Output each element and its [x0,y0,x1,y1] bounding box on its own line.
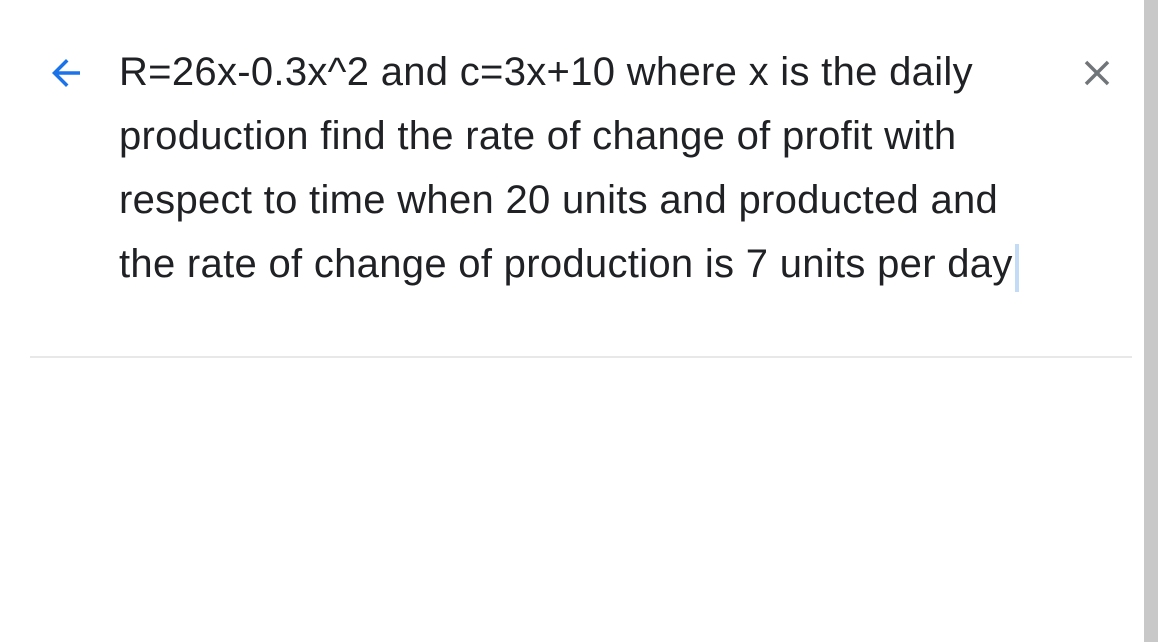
back-arrow-icon[interactable] [45,52,87,99]
divider [30,356,1132,358]
search-bar: R=26x-0.3x^2 and c=3x+10 where x is the … [0,0,1158,356]
search-query-text: R=26x-0.3x^2 and c=3x+10 where x is the … [119,50,1013,286]
clear-search-icon[interactable] [1076,52,1118,99]
search-input[interactable]: R=26x-0.3x^2 and c=3x+10 where x is the … [119,40,1056,296]
scrollbar[interactable] [1144,0,1158,642]
text-cursor [1015,244,1019,292]
